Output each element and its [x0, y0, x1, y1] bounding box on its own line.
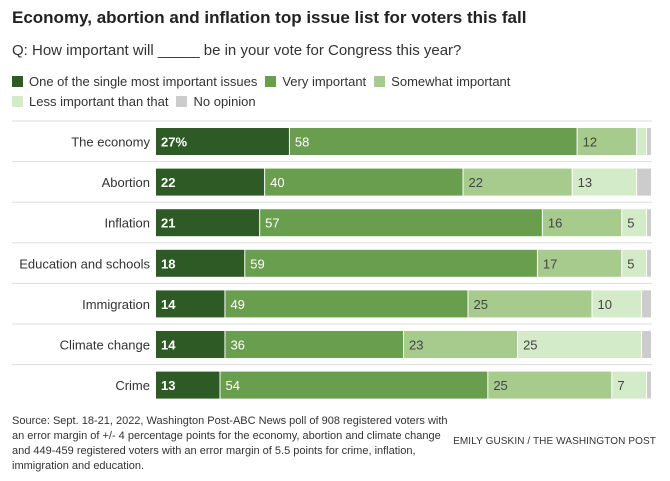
bar-segment — [156, 371, 220, 399]
data-label: 5 — [627, 216, 634, 231]
bar-segment — [245, 249, 537, 277]
legend-item: No opinion — [176, 92, 256, 112]
data-label: 22 — [469, 175, 483, 190]
data-label: 14 — [161, 338, 176, 353]
bar-segment — [156, 128, 289, 155]
bar-segment — [622, 209, 647, 237]
data-label: 17 — [543, 256, 557, 271]
legend-item: Somewhat important — [374, 72, 510, 92]
bar-segment — [289, 128, 577, 155]
bar-segment — [488, 371, 612, 399]
legend-swatch — [374, 76, 386, 87]
data-label: 21 — [161, 216, 175, 231]
bar-segment — [265, 168, 463, 196]
bar-segment — [220, 371, 488, 399]
credit-line: EMILY GUSKIN / THE WASHINGTON POST — [453, 436, 656, 447]
bar-segment — [404, 331, 518, 358]
bar-segment — [647, 128, 651, 155]
data-label: 49 — [230, 297, 244, 312]
bar-segment — [612, 371, 647, 399]
data-label: 18 — [161, 256, 175, 271]
bar-segment — [642, 331, 651, 358]
chart-title: Economy, abortion and inflation top issu… — [12, 8, 527, 27]
legend-item: One of the single most important issues — [12, 72, 257, 92]
data-label: 16 — [548, 216, 562, 231]
data-label: 13 — [578, 175, 592, 190]
data-label: 13 — [161, 378, 175, 393]
legend-label: Less important than that — [29, 94, 169, 109]
data-label: 10 — [597, 297, 611, 312]
data-label: 40 — [270, 175, 284, 190]
bar-segment — [156, 168, 265, 196]
bar-segment — [577, 128, 637, 155]
data-label: 25 — [473, 297, 487, 312]
category-label: The economy — [71, 135, 150, 150]
bar-segment — [542, 209, 622, 237]
data-label: 12 — [583, 135, 597, 150]
bar-segment — [637, 128, 647, 155]
data-label: 36 — [230, 338, 244, 353]
bar-segment — [156, 331, 225, 358]
bar-segment — [156, 290, 225, 318]
bar-segment — [156, 249, 245, 277]
data-label: 54 — [225, 378, 239, 393]
data-label: 25 — [523, 338, 537, 353]
bar-segment — [642, 290, 651, 318]
legend-label: No opinion — [193, 94, 256, 109]
category-label: Education and schools — [19, 256, 150, 271]
bar-segment — [518, 331, 642, 358]
legend-item: Less important than that — [12, 92, 168, 112]
bar-segment — [647, 209, 651, 237]
bar-segment — [637, 168, 651, 196]
legend: One of the single most important issues V… — [12, 72, 662, 112]
legend-swatch — [265, 76, 277, 87]
legend-swatch — [176, 96, 188, 107]
bar-segment — [156, 209, 260, 237]
data-label: 22 — [161, 175, 175, 190]
data-label: 23 — [409, 338, 423, 353]
stacked-bar-chart: The economy 27% 58 12 Abortion 22 40 22 13 Inflat… — [12, 120, 652, 399]
chart-subtitle: Q: How important will _____ be in your v… — [12, 42, 462, 59]
legend-swatch — [12, 96, 23, 107]
category-label: Inflation — [104, 216, 150, 231]
data-label: 25 — [493, 378, 507, 393]
data-label: 7 — [617, 378, 624, 393]
bar-segment — [225, 331, 403, 358]
data-label: 57 — [265, 216, 279, 231]
category-label: Climate change — [60, 338, 150, 353]
bar-segment — [260, 209, 542, 237]
bar-segment — [225, 290, 468, 318]
bar-segment — [468, 290, 592, 318]
data-label: 27% — [161, 135, 187, 150]
legend-swatch — [12, 76, 23, 87]
data-label: 58 — [295, 135, 309, 150]
data-label: 5 — [627, 256, 634, 271]
category-label: Crime — [115, 378, 150, 393]
data-label: 59 — [250, 256, 264, 271]
bar-segment — [463, 168, 572, 196]
bar-segment — [622, 249, 647, 277]
legend-item: Very important — [265, 72, 366, 92]
bar-segment — [537, 249, 622, 277]
bar-segment — [592, 290, 642, 318]
legend-label: One of the single most important issues — [29, 74, 258, 89]
bar-segment — [572, 168, 637, 196]
bar-segment — [647, 249, 651, 277]
category-label: Abortion — [102, 175, 150, 190]
bar-segment — [647, 371, 651, 399]
category-label: Immigration — [82, 297, 150, 312]
legend-label: Very important — [282, 74, 367, 89]
source-note: Source: Sept. 18-21, 2022, Washington Po… — [12, 415, 448, 472]
legend-label: Somewhat important — [391, 74, 511, 89]
data-label: 14 — [161, 297, 176, 312]
